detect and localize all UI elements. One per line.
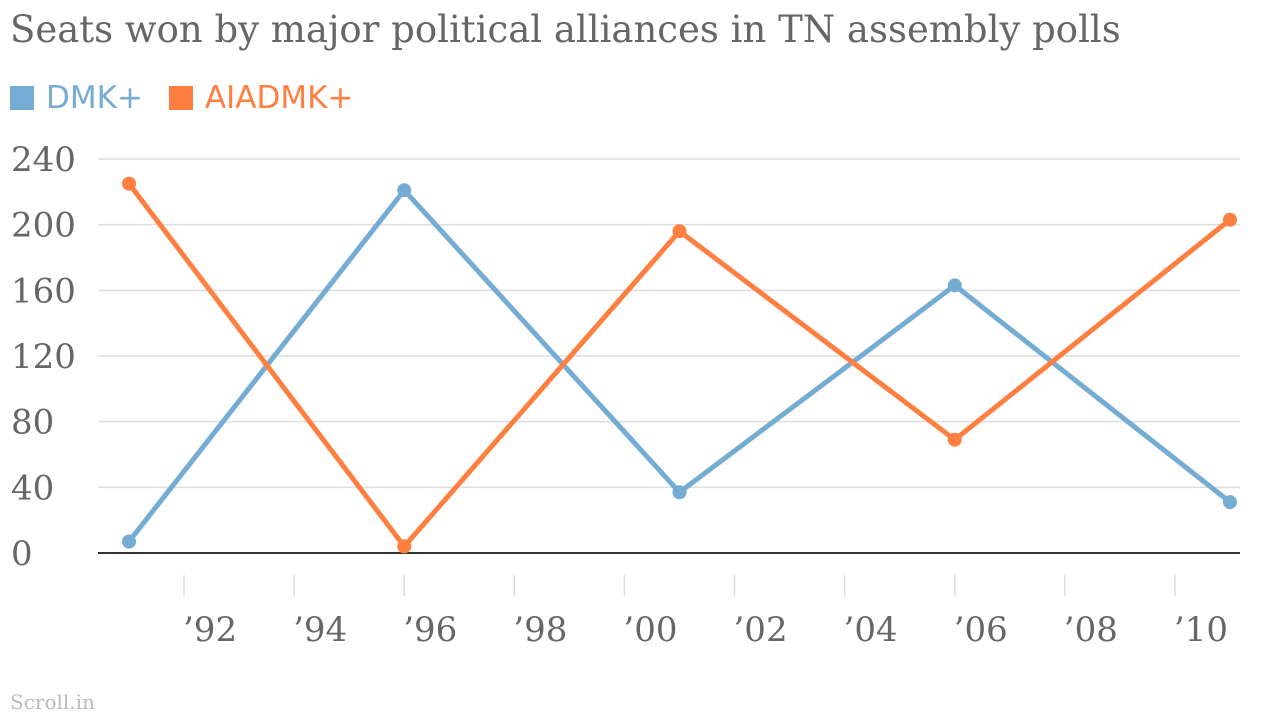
- data-point-1: [947, 432, 962, 447]
- data-point-1: [672, 224, 687, 239]
- legend-item-dmk: DMK+: [10, 80, 143, 116]
- legend-label-dmk: DMK+: [46, 80, 143, 116]
- legend-label-aiadmk: AIADMK+: [204, 80, 354, 116]
- data-point-1: [397, 539, 412, 554]
- data-point-0: [397, 183, 412, 198]
- legend-swatch-aiadmk: [168, 86, 193, 110]
- y-tick-label: 200: [11, 206, 76, 246]
- x-tick-label: ’02: [734, 610, 788, 650]
- legend-item-aiadmk: AIADMK+: [168, 80, 354, 116]
- x-tick-label: ’08: [1064, 610, 1118, 650]
- x-tick-label: ’96: [403, 610, 457, 650]
- chart-legend: DMK+ AIADMK+: [10, 80, 379, 116]
- y-tick-label: 80: [11, 403, 54, 443]
- y-tick-label: 240: [11, 140, 76, 180]
- x-tick-label: ’92: [183, 610, 237, 650]
- data-point-1: [1223, 212, 1237, 227]
- data-point-0: [122, 534, 136, 549]
- data-point-0: [947, 278, 962, 293]
- legend-swatch-dmk: [10, 86, 34, 110]
- y-tick-label: 160: [11, 271, 76, 311]
- chart-title: Seats won by major political alliances i…: [10, 8, 1121, 51]
- x-tick-label: ’98: [513, 610, 567, 650]
- x-tick-label: ’00: [623, 610, 677, 650]
- x-tick-label: ’04: [844, 610, 898, 650]
- data-point-1: [122, 176, 136, 191]
- x-tick-label: ’10: [1174, 610, 1228, 650]
- x-tick-label: ’94: [293, 610, 347, 650]
- y-tick-label: 120: [11, 337, 76, 377]
- y-tick-label: 0: [11, 534, 33, 574]
- data-point-0: [672, 485, 687, 500]
- y-tick-label: 40: [11, 468, 54, 508]
- data-point-0: [1223, 495, 1237, 510]
- x-tick-label: ’06: [954, 610, 1008, 650]
- source-credit: Scroll.in: [10, 690, 95, 714]
